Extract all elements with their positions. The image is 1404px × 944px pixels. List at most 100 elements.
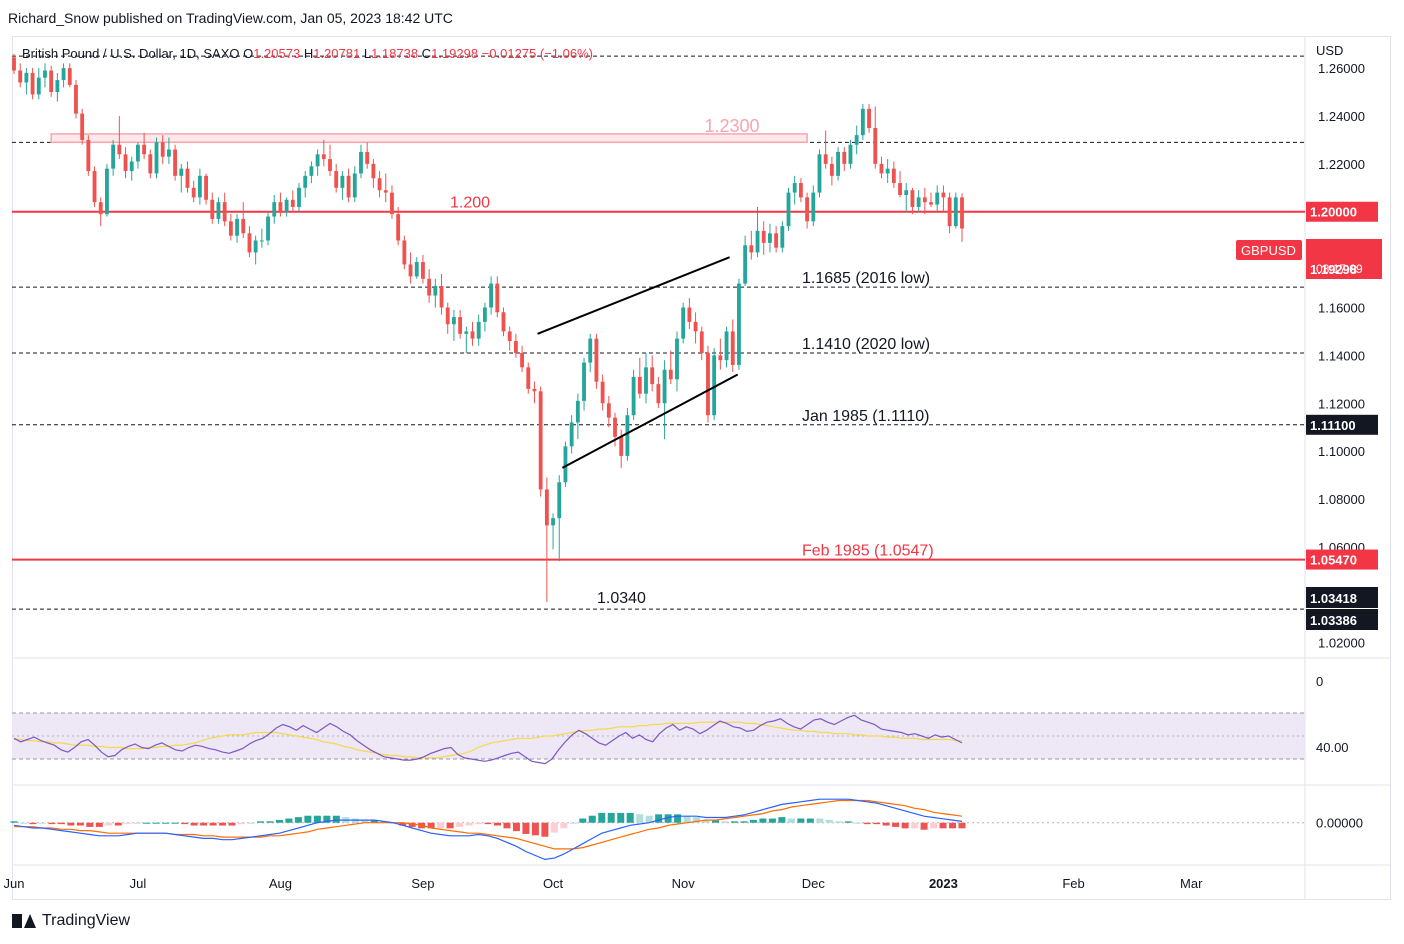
candle-body	[513, 341, 518, 353]
chart-header: British Pound / U.S. Dollar, 1D, SAXO O1…	[22, 46, 593, 61]
macd-hist-bar	[361, 819, 369, 823]
macd-hist-bar	[598, 812, 606, 823]
level-tag-105470: 1.05470	[1310, 553, 1357, 568]
candle-body	[148, 154, 153, 174]
candle-body	[210, 199, 215, 219]
candle-body	[136, 144, 140, 162]
macd-hist-bar	[560, 822, 568, 829]
candle-body	[743, 245, 748, 284]
footer-brand[interactable]: TradingView	[12, 912, 130, 930]
publisher-line: Richard_Snow published on TradingView.co…	[8, 10, 453, 26]
macd-hist-bar	[797, 818, 805, 823]
time-tick: Nov	[672, 876, 696, 891]
candle-body	[910, 190, 915, 207]
candle-body	[792, 183, 797, 193]
candle-body	[557, 482, 562, 519]
candle-body	[105, 168, 109, 215]
candle-body	[898, 183, 902, 195]
time-tick: Jun	[4, 876, 25, 891]
macd-hist-bar	[48, 822, 56, 825]
time-tick: Jul	[130, 876, 147, 891]
macd-pane: 0.00000	[10, 798, 1363, 861]
candle-body	[352, 173, 357, 198]
candle-body	[761, 230, 766, 243]
macd-hist-bar	[57, 822, 65, 825]
candle-body	[123, 154, 128, 172]
macd-hist-bar	[323, 815, 331, 823]
candle-body	[154, 142, 159, 174]
candle-body	[582, 362, 586, 401]
candle-body	[718, 355, 723, 361]
macd-hist-bar	[503, 822, 511, 829]
macd-hist-bar	[86, 822, 94, 827]
candle-body	[854, 135, 859, 145]
macd-hist-bar	[949, 822, 957, 829]
candle-body	[675, 338, 679, 380]
candle-body	[829, 163, 834, 176]
macd-hist-bar	[152, 822, 160, 824]
macd-hist-bar	[380, 821, 388, 823]
candle-body	[749, 245, 754, 253]
candle-body	[619, 436, 624, 456]
candle-body	[216, 202, 221, 219]
candle-body	[259, 240, 264, 242]
macd-hist-bar	[655, 814, 663, 823]
candle-body	[780, 226, 785, 248]
candle-body	[935, 192, 940, 205]
candle-body	[197, 175, 202, 198]
candle-body	[49, 70, 54, 93]
candle-body	[179, 168, 184, 176]
level-tag-103386-bg	[1306, 609, 1378, 630]
annotations: 1.2300 1.200 1.1685 (2016 low) 1.1410 (2020…	[450, 116, 934, 607]
price-tick: 1.22000	[1318, 157, 1365, 172]
rsi-tick-label: 40.00	[1316, 740, 1349, 755]
candle-body	[495, 283, 500, 313]
macd-hist-bar	[162, 822, 170, 824]
macd-hist-bar	[531, 822, 539, 836]
candle-body	[823, 154, 828, 164]
candle-body	[836, 151, 840, 176]
candle-body	[36, 77, 41, 95]
candle-body	[117, 144, 122, 155]
candle-body	[699, 331, 704, 353]
candle-body	[693, 321, 698, 332]
macd-hist-bar	[806, 818, 814, 823]
candle-body	[241, 218, 246, 234]
candle-body	[681, 307, 686, 339]
price-tick: 1.26000	[1318, 61, 1365, 76]
macd-hist-bar	[588, 815, 596, 823]
macd-tick-label: 0.00000	[1316, 816, 1363, 831]
macd-hist-bar	[512, 822, 520, 832]
candle-body	[637, 376, 642, 394]
macd-hist-bar	[19, 822, 27, 824]
macd-hist-bar	[683, 815, 691, 823]
candle-body	[575, 400, 580, 423]
candle-body	[712, 355, 717, 416]
macd-hist-bar	[626, 812, 634, 823]
candle-body	[377, 178, 382, 191]
candle-body	[600, 381, 605, 404]
macd-hist-bar	[873, 822, 881, 825]
candle-body	[80, 113, 85, 140]
candle-body	[328, 159, 332, 172]
macd-hist-bar	[693, 817, 701, 823]
candle-body	[43, 70, 47, 78]
candle-body	[309, 166, 314, 176]
brand-name: TradingView	[42, 912, 131, 929]
macd-hist-bar	[427, 822, 435, 829]
macd-hist-bar	[332, 815, 340, 823]
level-tag-103418: 1.03418	[1310, 591, 1357, 606]
candle-body	[904, 190, 909, 195]
candle-body	[371, 163, 376, 179]
candle-body	[644, 367, 648, 394]
macd-hist-bar	[67, 822, 75, 826]
candle-body	[61, 68, 66, 81]
level-tag-120000-bg	[1306, 201, 1378, 222]
candle-body	[222, 202, 227, 222]
candle-body	[706, 352, 710, 416]
macd-hist-bar	[863, 822, 871, 825]
macd-hist-bar	[759, 818, 767, 823]
macd-hist-bar	[645, 815, 653, 823]
candle-body	[520, 352, 524, 368]
